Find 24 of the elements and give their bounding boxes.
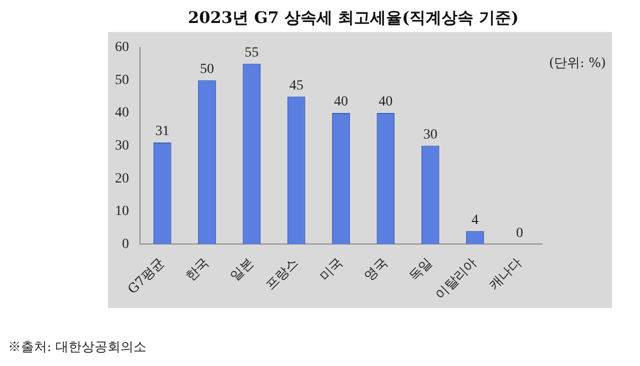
data-label: 55 bbox=[244, 45, 259, 60]
y-tick-label: 30 bbox=[115, 138, 129, 154]
y-tick-label: 20 bbox=[115, 171, 129, 186]
data-label: 30 bbox=[423, 127, 438, 142]
y-tick-label: 0 bbox=[122, 236, 129, 252]
y-tick-label: 50 bbox=[115, 72, 129, 88]
y-tick-label: 40 bbox=[115, 106, 129, 121]
data-label: 31 bbox=[155, 124, 170, 140]
data-label: 50 bbox=[200, 62, 214, 77]
text: (단위: %) bbox=[548, 55, 606, 72]
y-tick-label: 60 bbox=[115, 40, 129, 56]
text: ※출처: 대한상공회의소 bbox=[8, 339, 147, 356]
y-tick-label: 10 bbox=[115, 204, 129, 220]
x-tick-label: 미국 bbox=[317, 255, 346, 284]
x-tick-label: 독일 bbox=[406, 255, 436, 284]
data-label: 40 bbox=[334, 94, 348, 110]
data-label: 40 bbox=[378, 94, 393, 110]
data-label: 45 bbox=[289, 78, 304, 94]
x-tick-label: 한국 bbox=[183, 255, 212, 284]
x-tick-label: 일본 bbox=[228, 255, 257, 284]
data-label: 4 bbox=[472, 212, 478, 228]
chart-title: 2023년 G7 상속세 최고세율(직계상속 기준) bbox=[188, 8, 519, 29]
x-tick-label: 영국 bbox=[362, 255, 391, 284]
data-label: 0 bbox=[516, 226, 524, 241]
